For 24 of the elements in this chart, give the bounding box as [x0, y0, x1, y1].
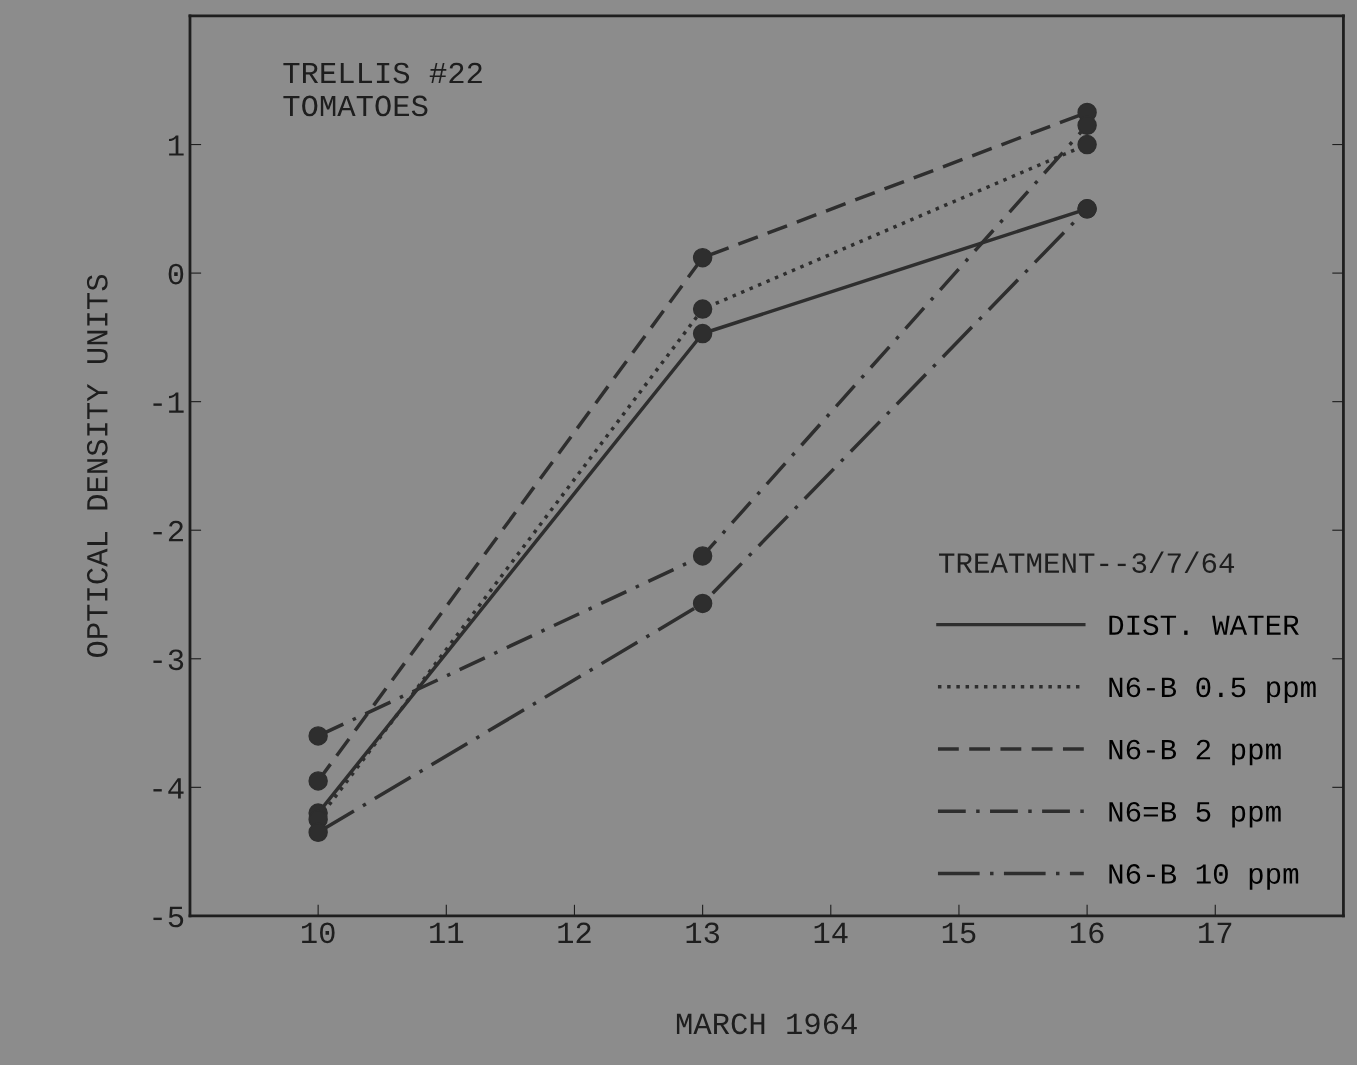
y-axis-title: OPTICAL DENSITY UNITS	[86, 274, 108, 657]
legend-title: TREATMENT--3/7/64	[939, 551, 1235, 573]
y-tick-label: -1	[153, 392, 184, 413]
y-tick-label: 0	[168, 263, 184, 285]
y-tick-label: 1	[168, 135, 184, 156]
legend-label: N6-B 2 ppm	[1109, 739, 1281, 766]
x-axis-title: MARCH 1964	[676, 1013, 857, 1035]
y-tick-label: -3	[153, 649, 184, 671]
y-tick-label: -2	[153, 520, 183, 542]
legend-label: N6=B 5 ppm	[1109, 801, 1281, 828]
x-tick-label: 16	[1070, 922, 1104, 944]
x-tick-label: 17	[1199, 922, 1232, 943]
legend-label: DIST. WATER	[1109, 615, 1299, 636]
x-tick-label: 12	[558, 922, 591, 943]
x-tick-label: 15	[942, 922, 976, 944]
y-tick-label: -5	[153, 906, 184, 928]
legend-label: N6-B 10 ppm	[1109, 864, 1299, 890]
x-tick-label: 14	[814, 922, 848, 943]
x-tick-label: 13	[686, 922, 720, 944]
x-tick-label: 11	[430, 922, 464, 943]
x-tick-label: 10	[302, 922, 335, 944]
legend-label: N6-B 0.5 ppm	[1109, 677, 1316, 704]
y-tick-label: -4	[153, 778, 184, 799]
annotation: TRELLIS #22 TOMATOES	[283, 62, 482, 117]
